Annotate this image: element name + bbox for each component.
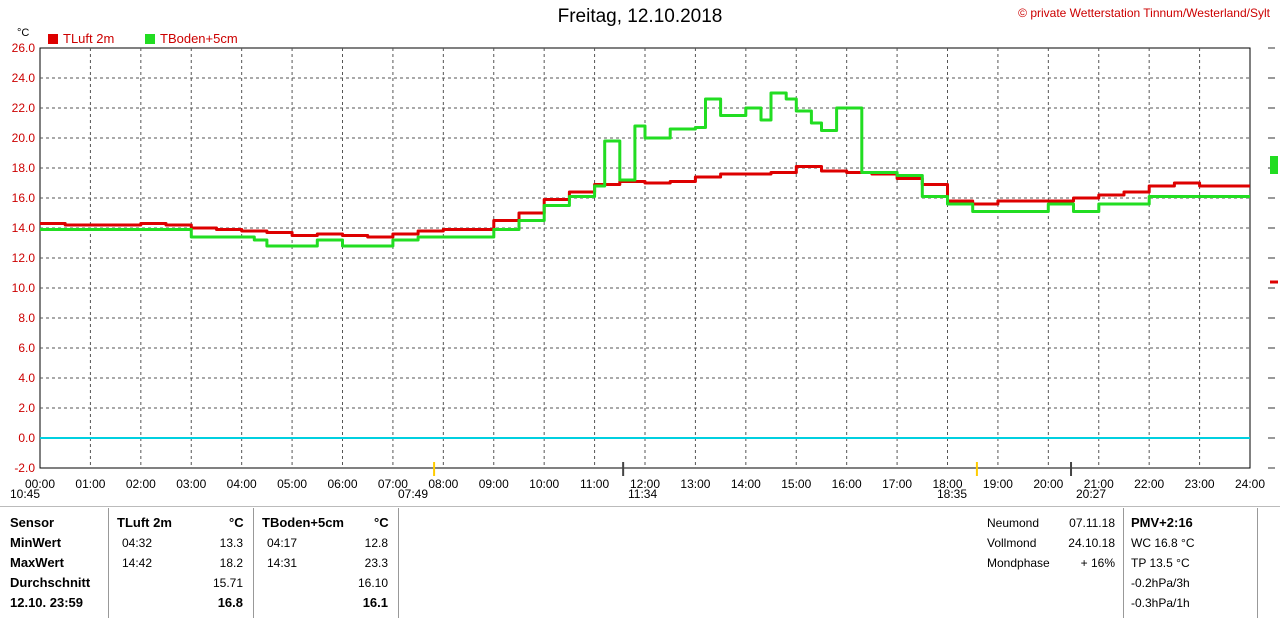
legend-item-tboden: TBoden+5cm <box>145 31 238 46</box>
legend-swatch-red <box>48 33 58 44</box>
legend-item-tluft: TLuft 2m <box>48 31 114 46</box>
x-tick-label: 00:00 <box>25 477 55 491</box>
x-tick-label: 21:00 <box>1084 477 1114 491</box>
pmv-line-wc: WC 16.8 °C <box>1131 536 1195 550</box>
tboden-unit: °C <box>374 515 389 530</box>
series-line-tluft <box>40 165 1250 239</box>
y-tick-label: 14.0 <box>12 221 36 235</box>
x-tick-label: 13:00 <box>680 477 710 491</box>
moon-label-full: Vollmond <box>987 536 1037 550</box>
moon-value-phase: + 16% <box>1080 556 1115 570</box>
row-label-avg: Durchschnitt <box>10 575 91 590</box>
x-tick-label: 03:00 <box>176 477 206 491</box>
x-tick-label: 08:00 <box>428 477 458 491</box>
legend-label-tboden: TBoden+5cm <box>160 31 238 46</box>
tluft-min: 13.3 <box>219 536 243 550</box>
table-divider <box>1123 508 1124 618</box>
tboden-header: TBoden+5cm <box>262 515 344 530</box>
y-tick-label: 24.0 <box>12 71 36 85</box>
tboden-last: 16.1 <box>362 595 388 610</box>
table-divider <box>108 508 109 618</box>
tluft-unit: °C <box>229 515 244 530</box>
x-tick-label: 12:00 <box>630 477 660 491</box>
x-tick-label: 16:00 <box>832 477 862 491</box>
moonset-label: 20:27 <box>1076 487 1107 501</box>
moon-label-phase: Mondphase <box>987 556 1050 570</box>
y-tick-label: 12.0 <box>12 251 36 265</box>
tboden-max: 23.3 <box>364 556 388 570</box>
tboden-avg: 16.10 <box>357 576 388 590</box>
row-label-last: 12.10. 23:59 <box>10 595 84 610</box>
table-divider <box>398 508 399 618</box>
y-tick-label: 10.0 <box>12 281 36 295</box>
x-tick-label: 15:00 <box>781 477 811 491</box>
y-tick-label: 4.0 <box>18 371 35 385</box>
y-tick-label: -2.0 <box>14 461 35 475</box>
pmv-line-pressure-1h: -0.3hPa/1h <box>1131 596 1190 610</box>
tboden-min: 12.8 <box>364 536 388 550</box>
y-tick-label: 6.0 <box>18 341 35 355</box>
y-tick-label: 22.0 <box>12 101 36 115</box>
tluft-last: 16.8 <box>217 595 243 610</box>
sunrise-label: 07:49 <box>398 487 429 501</box>
y-tick-label: 18.0 <box>12 161 36 175</box>
moonrise-label: 11:34 <box>628 487 658 501</box>
x-tick-label: 06:00 <box>327 477 357 491</box>
x-tick-label: 11:00 <box>580 477 609 491</box>
sunset-label: 18:35 <box>937 487 968 501</box>
x-tick-label: 01:00 <box>75 477 105 491</box>
x-tick-label: 07:00 <box>378 477 408 491</box>
pmv-line-tp: TP 13.5 °C <box>1131 556 1190 570</box>
x-tick-label: 10:00 <box>529 477 559 491</box>
pmv-header: PMV+2:16 <box>1131 515 1193 530</box>
tluft-header: TLuft 2m <box>117 515 172 530</box>
station-credit: © private Wetterstation Tinnum/Westerlan… <box>1018 6 1270 20</box>
x-tick-label: 23:00 <box>1185 477 1215 491</box>
legend-swatch-green <box>145 33 155 44</box>
x-tick-label: 18:00 <box>932 477 962 491</box>
x-tick-label: 22:00 <box>1134 477 1164 491</box>
x-tick-label: 05:00 <box>277 477 307 491</box>
temperature-chart: -2.0 0.0 2.0 4.0 6.0 8.0 10.0 12.0 14.0 16.0 18.0 2… <box>12 41 1278 491</box>
day-start-label: 10:45 <box>10 487 41 501</box>
chart-title: Freitag, 12.10.2018 <box>557 6 723 27</box>
y-tick-label: 0.0 <box>18 431 35 445</box>
x-tick-label: 09:00 <box>479 477 509 491</box>
pmv-line-pressure-3h: -0.2hPa/3h <box>1131 576 1190 590</box>
tluft-max: 18.2 <box>219 556 243 570</box>
x-tick-label: 14:00 <box>731 477 761 491</box>
y-tick-label: 20.0 <box>12 131 36 145</box>
x-tick-label: 04:00 <box>227 477 257 491</box>
table-top-border <box>0 506 1280 507</box>
y-tick-label: 16.0 <box>12 191 36 205</box>
legend-label-tluft: TLuft 2m <box>63 31 115 46</box>
tluft-avg: 15.71 <box>212 576 243 590</box>
x-tick-label: 17:00 <box>882 477 912 491</box>
right-indicator-tboden <box>1270 156 1278 174</box>
table-divider <box>1257 508 1258 618</box>
moon-value-new: 07.11.18 <box>1069 516 1115 530</box>
tboden-min-time: 04:17 <box>267 536 298 550</box>
series-line-tboden <box>40 91 1250 248</box>
tluft-max-time: 14:42 <box>122 556 153 570</box>
y-tick-label: 2.0 <box>18 401 35 415</box>
moon-value-full: 24.10.18 <box>1068 536 1115 550</box>
x-tick-label: 24:00 <box>1235 477 1265 491</box>
table-divider <box>253 508 254 618</box>
x-tick-label: 02:00 <box>126 477 156 491</box>
x-tick-label: 19:00 <box>983 477 1013 491</box>
row-label-max: MaxWert <box>10 555 64 570</box>
y-axis-unit: °C <box>17 27 30 39</box>
right-indicator-tluft <box>1270 280 1278 284</box>
y-tick-label: 26.0 <box>12 41 36 55</box>
tboden-max-time: 14:31 <box>267 556 298 570</box>
y-tick-label: 8.0 <box>18 311 35 325</box>
sensor-header: Sensor <box>10 515 55 530</box>
tluft-min-time: 04:32 <box>122 536 153 550</box>
x-tick-label: 20:00 <box>1033 477 1063 491</box>
row-label-min: MinWert <box>10 535 62 550</box>
moon-label-new: Neumond <box>987 516 1040 530</box>
